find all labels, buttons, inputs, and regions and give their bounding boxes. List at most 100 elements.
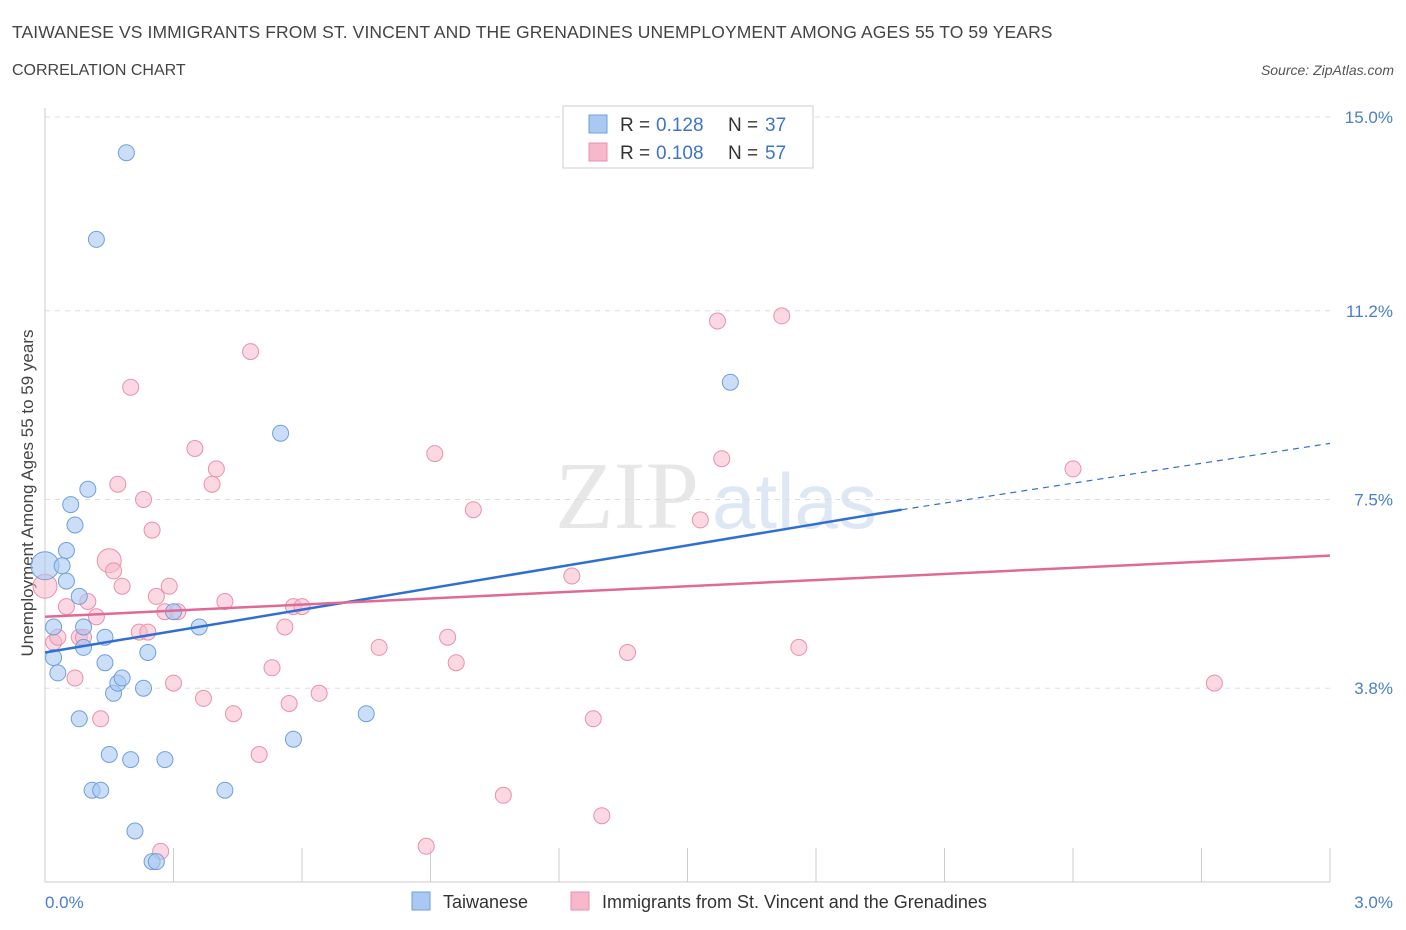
data-point-taiwanese <box>57 572 75 590</box>
data-point-immigrants <box>263 659 281 677</box>
data-point-immigrants <box>203 475 221 493</box>
legend-box: R = 0.128 N = 37 R = 0.108 N = 57 <box>562 105 814 169</box>
data-point-immigrants <box>464 501 482 519</box>
data-point-immigrants <box>165 674 182 692</box>
data-point-taiwanese <box>147 853 165 871</box>
axes <box>44 108 1331 883</box>
data-point-taiwanese <box>284 730 302 748</box>
data-point-immigrants <box>194 689 212 707</box>
data-point-taiwanese <box>70 587 88 605</box>
bottom-legend-swatch-immigrants <box>570 891 590 911</box>
data-point-immigrants <box>207 460 225 478</box>
data-point-immigrants <box>563 567 581 585</box>
legend-n-label-2: N = <box>728 143 758 164</box>
watermark-atlas: atlas <box>712 457 877 545</box>
legend-r-value-1: 0.128 <box>656 115 704 136</box>
data-point-immigrants <box>773 307 791 325</box>
legend-n-value-1: 37 <box>765 115 786 136</box>
data-point-immigrants <box>426 445 444 463</box>
data-point-taiwanese <box>113 669 131 687</box>
data-point-immigrants <box>216 593 234 610</box>
x-tick-label: 3.0% <box>1354 893 1393 912</box>
data-point-immigrants <box>280 695 298 712</box>
data-point-immigrants <box>105 562 123 580</box>
legend-swatch-immigrants <box>588 142 608 162</box>
y-tick-label: 15.0% <box>1345 108 1393 127</box>
data-point-immigrants <box>370 638 388 656</box>
series-taiwanese-points <box>30 144 739 871</box>
data-point-taiwanese <box>62 496 80 514</box>
data-point-immigrants <box>1205 674 1223 692</box>
data-point-taiwanese <box>92 781 110 799</box>
legend-r-label-2: R = <box>620 143 650 164</box>
data-point-immigrants <box>593 807 611 825</box>
data-point-immigrants <box>66 669 84 687</box>
trend-line-immigrants <box>44 554 1331 619</box>
data-point-immigrants <box>494 786 512 804</box>
bottom-legend-swatch-taiwanese <box>411 891 431 911</box>
data-point-taiwanese <box>117 144 135 162</box>
data-point-immigrants <box>310 684 328 702</box>
data-point-taiwanese <box>272 424 290 442</box>
data-point-immigrants <box>242 343 260 361</box>
data-point-taiwanese <box>70 710 88 728</box>
data-point-taiwanese <box>87 230 105 248</box>
chart-title: TAIWANESE VS IMMIGRANTS FROM ST. VINCENT… <box>12 22 1053 42</box>
watermark: ZIP atlas <box>555 442 877 549</box>
bottom-legend-immigrants: Immigrants from St. Vincent and the Gren… <box>602 892 987 912</box>
tick-labels: 3.8% 7.5% 11.2% 15.0% 0.0% 3.0% <box>45 108 1393 912</box>
data-point-immigrants <box>619 644 637 661</box>
data-point-taiwanese <box>57 542 75 559</box>
data-point-taiwanese <box>100 746 118 763</box>
data-point-immigrants <box>139 623 157 641</box>
data-point-taiwanese <box>45 618 63 636</box>
data-point-immigrants <box>1064 460 1082 478</box>
y-tick-label: 11.2% <box>1346 302 1393 321</box>
data-point-taiwanese <box>721 373 739 391</box>
data-point-immigrants <box>122 378 140 396</box>
bottom-legend: Taiwanese Immigrants from St. Vincent an… <box>411 891 987 912</box>
grid <box>45 116 1330 689</box>
data-point-immigrants <box>87 608 105 626</box>
data-point-immigrants <box>417 837 435 855</box>
data-point-immigrants <box>276 618 294 636</box>
data-point-taiwanese <box>216 781 234 799</box>
data-point-immigrants <box>186 440 204 457</box>
data-point-immigrants <box>143 521 161 539</box>
legend-r-label-1: R = <box>620 115 650 136</box>
data-point-immigrants <box>250 746 268 763</box>
legend-r-value-2: 0.108 <box>656 143 704 164</box>
chart-subtitle: CORRELATION CHART <box>12 62 186 79</box>
trend-line-taiwanese <box>44 508 902 654</box>
data-point-immigrants <box>113 577 131 595</box>
data-point-immigrants <box>447 654 465 672</box>
data-point-taiwanese <box>49 664 67 682</box>
data-point-taiwanese <box>79 480 97 498</box>
data-point-immigrants <box>147 587 165 605</box>
data-point-immigrants <box>713 450 731 468</box>
y-tick-label: 7.5% <box>1354 491 1393 510</box>
x-tick-label: 0.0% <box>45 893 84 912</box>
legend-n-value-2: 57 <box>765 143 786 164</box>
data-point-immigrants <box>57 598 75 616</box>
bottom-legend-taiwanese: Taiwanese <box>443 892 528 912</box>
data-point-immigrants <box>135 491 153 508</box>
data-point-immigrants <box>691 511 709 529</box>
watermark-zip: ZIP <box>555 442 699 549</box>
data-point-immigrants <box>708 312 726 330</box>
data-point-taiwanese <box>75 618 93 636</box>
data-point-immigrants <box>439 628 457 646</box>
trend-lines <box>44 442 1331 654</box>
legend-swatch-taiwanese <box>588 114 608 134</box>
data-point-immigrants <box>92 710 110 728</box>
data-point-taiwanese <box>126 822 144 840</box>
data-point-immigrants <box>790 638 808 656</box>
data-point-immigrants <box>109 475 127 493</box>
data-point-taiwanese <box>53 557 71 575</box>
data-point-immigrants <box>584 710 602 728</box>
data-point-immigrants <box>224 705 242 723</box>
y-axis-label: Unemployment Among Ages 55 to 59 years <box>18 330 37 657</box>
data-point-taiwanese <box>135 679 153 697</box>
data-point-taiwanese <box>156 751 174 769</box>
